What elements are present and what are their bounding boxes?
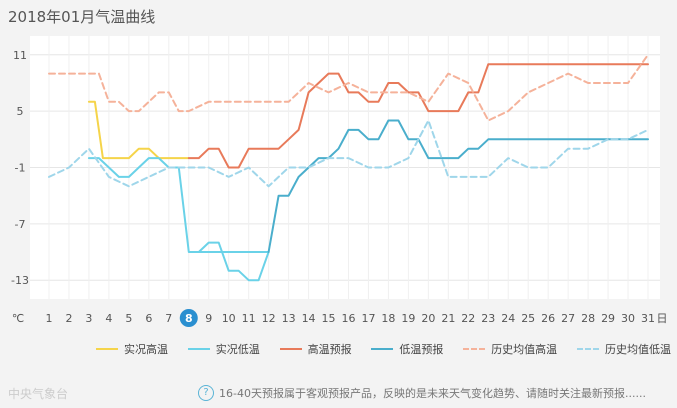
x-tick-label: 21 <box>441 312 455 325</box>
x-tick-label: 5 <box>125 312 132 325</box>
series-line-高温预报 <box>187 63 649 169</box>
legend-item[interactable]: 实况低温 <box>187 340 260 358</box>
footer: 中央气象台 ? 16-40天预报属于客观预报产品，反映的是未来天气变化趋势、请随… <box>0 380 677 408</box>
x-tick-label: 24 <box>501 312 515 325</box>
series-line-历史均值低温 <box>48 119 649 188</box>
today-marker <box>179 309 198 327</box>
legend-swatch <box>187 348 210 350</box>
x-unit-label: 日 <box>657 312 668 325</box>
temperature-chart: 115-1-7-13℃ 1 2 3 4 5 6 7 8 9 10 11 12 13 14 15 16 17 18 19… <box>11 36 668 327</box>
x-tick-label: 30 <box>621 312 635 325</box>
chart-legend: 实况高温 实况低温 高温预报 低温预报 历史均值高温 历史均值低温 <box>96 340 671 358</box>
y-unit-label: ℃ <box>12 312 24 325</box>
x-tick-label: 6 <box>145 312 152 325</box>
series-line-历史均值高温 <box>48 53 649 122</box>
x-tick-label: 31 <box>641 312 655 325</box>
x-tick-label: 4 <box>105 312 112 325</box>
forecast-note: ? 16-40天预报属于客观预报产品，反映的是未来天气变化趋势、请随时关注最新预… <box>198 385 646 401</box>
x-tick-label: 19 <box>401 312 415 325</box>
y-tick-label: -1 <box>15 162 26 175</box>
legend-swatch <box>96 348 118 350</box>
legend-item[interactable]: 高温预报 <box>279 340 352 358</box>
legend-swatch <box>371 348 394 350</box>
forecast-note-text: 16-40天预报属于客观预报产品，反映的是未来天气变化趋势、请随时关注最新预报.… <box>219 387 646 400</box>
source-logo: 中央气象台 <box>8 387 69 401</box>
x-tick-label-today: 8 <box>185 312 193 325</box>
x-tick-label: 22 <box>461 312 475 325</box>
legend-swatch <box>463 348 486 350</box>
x-tick-label: 15 <box>322 312 336 325</box>
legend-item[interactable]: 历史均值高温 <box>463 340 557 358</box>
x-tick-label: 7 <box>165 312 172 325</box>
series-line-实况低温 <box>87 157 270 282</box>
legend-label: 低温预报 <box>399 343 444 356</box>
legend-label: 实况低温 <box>215 343 260 356</box>
legend-label: 实况高温 <box>124 343 168 356</box>
x-tick-label: 26 <box>541 312 555 325</box>
x-tick-label: 25 <box>521 312 535 325</box>
legend-item[interactable]: 低温预报 <box>371 340 443 358</box>
legend-item[interactable]: 实况高温 <box>96 340 168 358</box>
x-tick-label: 12 <box>262 312 276 325</box>
x-tick-label: 17 <box>361 312 375 325</box>
x-tick-label: 10 <box>222 312 236 325</box>
x-tick-label: 23 <box>481 312 495 325</box>
x-tick-label: 16 <box>342 312 356 325</box>
x-tick-label: 2 <box>65 312 72 325</box>
x-tick-label: 29 <box>601 312 615 325</box>
x-tick-label: 1 <box>46 312 53 325</box>
y-tick-label: 5 <box>17 105 24 118</box>
page-title: 2018年01月气温曲线 <box>8 8 156 26</box>
x-tick-label: 28 <box>581 312 595 325</box>
x-tick-label: 27 <box>561 312 575 325</box>
legend-swatch <box>279 348 302 350</box>
question-icon[interactable]: ? <box>198 385 214 401</box>
legend-label: 历史均值低温 <box>604 343 671 356</box>
x-tick-label: 11 <box>242 312 256 325</box>
legend-label: 高温预报 <box>307 343 352 356</box>
y-tick-label: -13 <box>11 274 29 287</box>
series-line-实况高温 <box>87 100 190 160</box>
y-tick-label: 11 <box>13 49 27 62</box>
x-tick-label: 20 <box>421 312 435 325</box>
x-tick-label: 3 <box>85 312 92 325</box>
y-tick-label: -7 <box>15 218 26 231</box>
legend-label: 历史均值高温 <box>491 343 558 356</box>
x-tick-label: 14 <box>302 312 316 325</box>
legend-swatch <box>576 348 599 350</box>
x-tick-label: 13 <box>282 312 296 325</box>
x-tick-label: 18 <box>381 312 395 325</box>
x-tick-label: 9 <box>205 312 212 325</box>
legend-item[interactable]: 历史均值低温 <box>576 340 671 358</box>
